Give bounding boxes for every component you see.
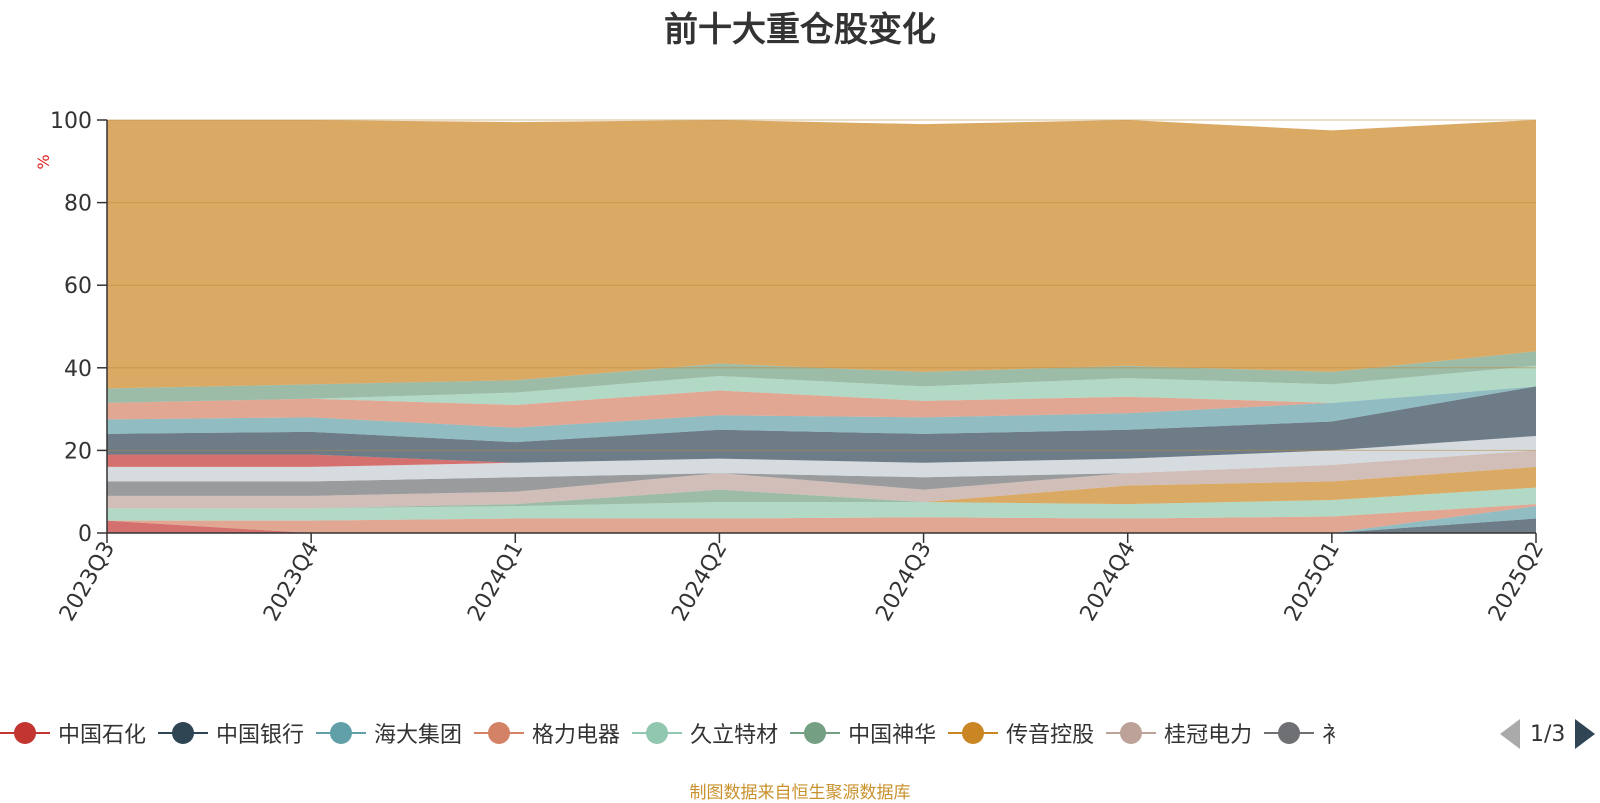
area-series-9 bbox=[107, 450, 1536, 496]
area-series-7 bbox=[107, 466, 1536, 509]
legend-marker-icon bbox=[1264, 721, 1315, 745]
area-series-1 bbox=[107, 520, 1536, 533]
legend-item[interactable]: 中国银行 bbox=[158, 713, 304, 753]
legend-item[interactable]: 海大集团 bbox=[316, 713, 462, 753]
area-series-17 bbox=[107, 120, 1536, 389]
x-tick-label-2024Q1: 2024Q1 bbox=[463, 538, 528, 626]
x-tick-label-2023Q3: 2023Q3 bbox=[55, 538, 120, 626]
legend-item[interactable]: 桂冠电力 bbox=[1106, 713, 1252, 753]
legend-next-arrow-icon[interactable] bbox=[1575, 719, 1596, 749]
y-tick-label-40: 40 bbox=[64, 357, 92, 382]
x-tick-label-2025Q1: 2025Q1 bbox=[1280, 538, 1345, 626]
legend-marker-icon bbox=[632, 721, 683, 745]
x-tick-label-2024Q2: 2024Q2 bbox=[667, 538, 732, 626]
legend-marker-dot bbox=[488, 722, 511, 744]
chart-title: 前十大重仓股变化 bbox=[664, 10, 936, 50]
area-series-2 bbox=[107, 518, 1536, 533]
x-tick-label-2024Q4: 2024Q4 bbox=[1076, 538, 1141, 626]
area-series-15 bbox=[107, 365, 1536, 405]
legend-item[interactable]: 中国神华 bbox=[790, 713, 936, 753]
area-series-11 bbox=[107, 435, 1536, 467]
y-tick-label-60: 60 bbox=[64, 274, 92, 299]
legend-marker-icon bbox=[1106, 721, 1157, 745]
legend-item[interactable]: 格力电器 bbox=[474, 713, 620, 753]
y-tick-label-0: 0 bbox=[78, 522, 92, 547]
area-series-12 bbox=[107, 386, 1536, 463]
legend-marker-dot bbox=[172, 722, 195, 744]
legend-label: 海大集团 bbox=[374, 723, 463, 748]
legend-pager: 1/3 bbox=[1500, 716, 1596, 752]
legend-label: 久立特材 bbox=[690, 723, 779, 748]
x-tick-label-2024Q3: 2024Q3 bbox=[871, 538, 936, 626]
legend-marker-icon bbox=[158, 721, 209, 745]
legend-marker-dot bbox=[14, 722, 36, 744]
legend-marker-dot bbox=[962, 722, 985, 744]
legend-marker-icon bbox=[0, 721, 50, 745]
area-series-16 bbox=[107, 351, 1536, 403]
area-series-14 bbox=[107, 386, 1536, 428]
legend-label: 中国石化 bbox=[58, 723, 147, 748]
y-tick-label-100: 100 bbox=[50, 109, 92, 134]
area-series-6 bbox=[107, 487, 1536, 509]
legend-label: 格力电器 bbox=[532, 723, 621, 748]
legend-label: 中国银行 bbox=[216, 723, 305, 748]
y-tick-label-80: 80 bbox=[64, 192, 92, 217]
legend-item[interactable]: 久立特材 bbox=[632, 713, 778, 753]
legend-marker-dot bbox=[330, 722, 353, 744]
x-tick-label-2025Q2: 2025Q2 bbox=[1484, 538, 1549, 626]
legend-item[interactable]: 传音控股 bbox=[948, 713, 1094, 753]
legend-prev-arrow-icon[interactable] bbox=[1500, 719, 1520, 749]
legend-marker-dot bbox=[1278, 722, 1301, 744]
areas-layer bbox=[107, 120, 1536, 533]
legend-marker-icon bbox=[948, 721, 999, 745]
legend-marker-icon bbox=[316, 721, 367, 745]
legend-page-indicator: 1/3 bbox=[1530, 721, 1566, 747]
legend-item[interactable]: 中国石化 bbox=[0, 713, 146, 753]
y-axis-unit-label: % bbox=[34, 154, 53, 169]
legend-label: 传音控股 bbox=[1006, 723, 1095, 748]
area-series-4 bbox=[107, 504, 1536, 533]
legend-marker-dot bbox=[1120, 722, 1143, 744]
legend-marker-icon bbox=[790, 721, 841, 745]
legend-label: 衤 bbox=[1322, 723, 1345, 748]
legend-label: 桂冠电力 bbox=[1164, 723, 1253, 748]
legend: 中国石化 中国银行 海大集团 格力电器 久立特材 中国神华 传音控股 桂冠电力 衤 bbox=[0, 713, 1490, 753]
legend-label: 中国神华 bbox=[848, 723, 937, 748]
legend-marker-icon bbox=[474, 721, 525, 745]
legend-item[interactable]: 衤 bbox=[1264, 713, 1344, 753]
legend-marker-dot bbox=[804, 722, 827, 744]
source-note: 制图数据来自恒生聚源数据库 bbox=[689, 783, 911, 803]
area-series-13 bbox=[107, 386, 1536, 443]
x-tick-label-2023Q4: 2023Q4 bbox=[259, 538, 324, 626]
area-series-10 bbox=[107, 435, 1536, 482]
legend-marker-dot bbox=[646, 722, 669, 744]
area-series-5 bbox=[107, 487, 1536, 521]
y-tick-label-20: 20 bbox=[64, 439, 92, 464]
area-series-8 bbox=[107, 450, 1536, 509]
grid-layer bbox=[107, 119, 1536, 451]
